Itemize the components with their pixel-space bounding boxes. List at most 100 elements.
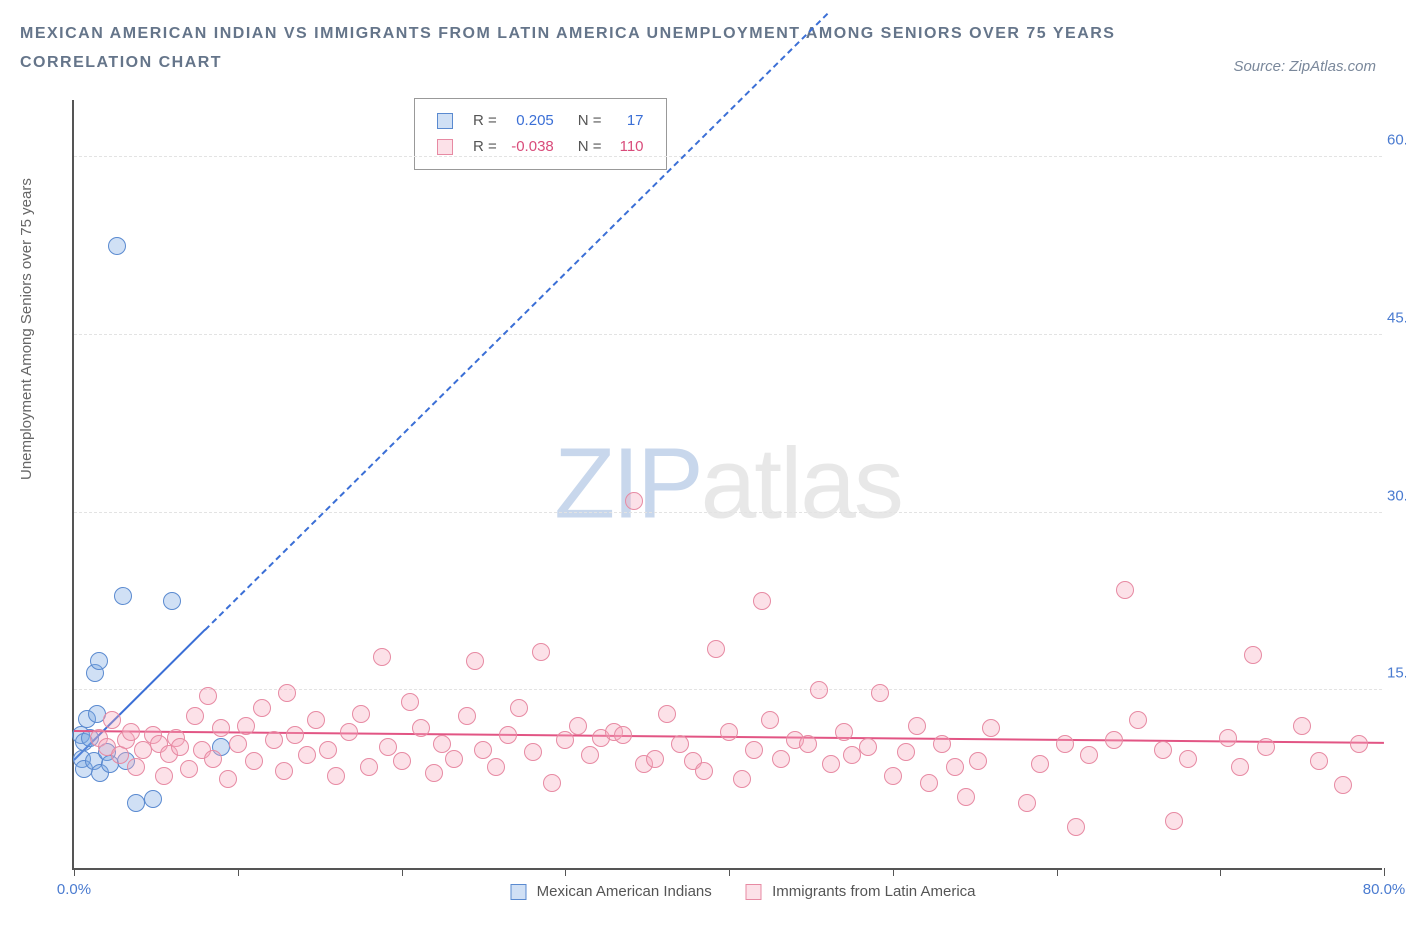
data-point-pink: [897, 743, 915, 761]
data-point-pink: [307, 711, 325, 729]
data-point-pink: [373, 648, 391, 666]
series-legend: Mexican American Indians Immigrants from…: [480, 883, 975, 900]
x-tick: [402, 868, 403, 876]
data-point-pink: [707, 640, 725, 658]
x-tick: [893, 868, 894, 876]
data-point-pink: [524, 743, 542, 761]
x-tick: [565, 868, 566, 876]
data-point-pink: [212, 719, 230, 737]
data-point-pink: [219, 770, 237, 788]
data-point-blue: [144, 790, 162, 808]
data-point-pink: [658, 705, 676, 723]
data-point-pink: [753, 592, 771, 610]
data-point-pink: [1350, 735, 1368, 753]
data-point-pink: [180, 760, 198, 778]
y-tick-label: 45.0%: [1387, 309, 1406, 326]
legend-swatch-pink: [746, 884, 762, 900]
data-point-pink: [286, 726, 304, 744]
data-point-pink: [352, 705, 370, 723]
data-point-pink: [646, 750, 664, 768]
data-point-pink: [822, 755, 840, 773]
data-point-pink: [1165, 812, 1183, 830]
watermark: ZIPatlas: [554, 427, 902, 542]
data-point-pink: [933, 735, 951, 753]
stats-row: R =0.205N =17: [431, 109, 650, 133]
data-point-pink: [745, 741, 763, 759]
source-attribution: Source: ZipAtlas.com: [1233, 58, 1376, 75]
data-point-pink: [946, 758, 964, 776]
y-tick-label: 60.0%: [1387, 132, 1406, 149]
data-point-pink: [671, 735, 689, 753]
data-point-pink: [569, 717, 587, 735]
y-axis-label: Unemployment Among Seniors over 75 years: [18, 178, 35, 480]
scatter-chart: ZIPatlas R =0.205N =17R =-0.038N =110 Me…: [72, 100, 1382, 870]
data-point-pink: [412, 719, 430, 737]
data-point-pink: [111, 746, 129, 764]
legend-label-1: Mexican American Indians: [537, 883, 712, 900]
gridline: [74, 512, 1382, 513]
chart-title-1: MEXICAN AMERICAN INDIAN VS IMMIGRANTS FR…: [20, 20, 1386, 49]
data-point-pink: [229, 735, 247, 753]
data-point-pink: [1293, 717, 1311, 735]
data-point-pink: [340, 723, 358, 741]
data-point-pink: [253, 699, 271, 717]
data-point-pink: [957, 788, 975, 806]
data-point-pink: [155, 767, 173, 785]
data-point-pink: [556, 731, 574, 749]
y-tick-label: 15.0%: [1387, 665, 1406, 682]
data-point-pink: [1031, 755, 1049, 773]
gridline: [74, 156, 1382, 157]
x-tick: [1384, 868, 1385, 876]
data-point-pink: [393, 752, 411, 770]
data-point-pink: [265, 731, 283, 749]
data-point-pink: [275, 762, 293, 780]
data-point-pink: [810, 681, 828, 699]
data-point-pink: [433, 735, 451, 753]
data-point-blue: [163, 592, 181, 610]
data-point-pink: [1334, 776, 1352, 794]
data-point-pink: [1105, 731, 1123, 749]
data-point-pink: [401, 693, 419, 711]
data-point-pink: [425, 764, 443, 782]
x-tick: [238, 868, 239, 876]
data-point-pink: [799, 735, 817, 753]
legend-label-2: Immigrants from Latin America: [772, 883, 975, 900]
data-point-pink: [360, 758, 378, 776]
legend-swatch-blue: [510, 884, 526, 900]
data-point-blue: [127, 794, 145, 812]
x-tick: [729, 868, 730, 876]
data-point-pink: [278, 684, 296, 702]
data-point-pink: [614, 726, 632, 744]
data-point-pink: [835, 723, 853, 741]
data-point-pink: [772, 750, 790, 768]
data-point-blue: [108, 237, 126, 255]
data-point-pink: [379, 738, 397, 756]
data-point-pink: [695, 762, 713, 780]
data-point-pink: [843, 746, 861, 764]
data-point-pink: [1056, 735, 1074, 753]
data-point-pink: [908, 717, 926, 735]
data-point-pink: [1129, 711, 1147, 729]
x-tick: [1057, 868, 1058, 876]
data-point-pink: [1231, 758, 1249, 776]
data-point-pink: [204, 750, 222, 768]
data-point-pink: [298, 746, 316, 764]
data-point-pink: [982, 719, 1000, 737]
x-tick-label: 0.0%: [57, 881, 91, 898]
data-point-pink: [884, 767, 902, 785]
data-point-pink: [1067, 818, 1085, 836]
data-point-pink: [920, 774, 938, 792]
data-point-pink: [103, 711, 121, 729]
data-point-pink: [761, 711, 779, 729]
data-point-pink: [445, 750, 463, 768]
data-point-pink: [733, 770, 751, 788]
stats-legend: R =0.205N =17R =-0.038N =110: [414, 98, 667, 170]
data-point-pink: [499, 726, 517, 744]
y-tick-label: 30.0%: [1387, 487, 1406, 504]
x-tick: [1220, 868, 1221, 876]
data-point-blue: [114, 587, 132, 605]
data-point-pink: [510, 699, 528, 717]
data-point-pink: [1080, 746, 1098, 764]
data-point-pink: [720, 723, 738, 741]
gridline: [74, 689, 1382, 690]
